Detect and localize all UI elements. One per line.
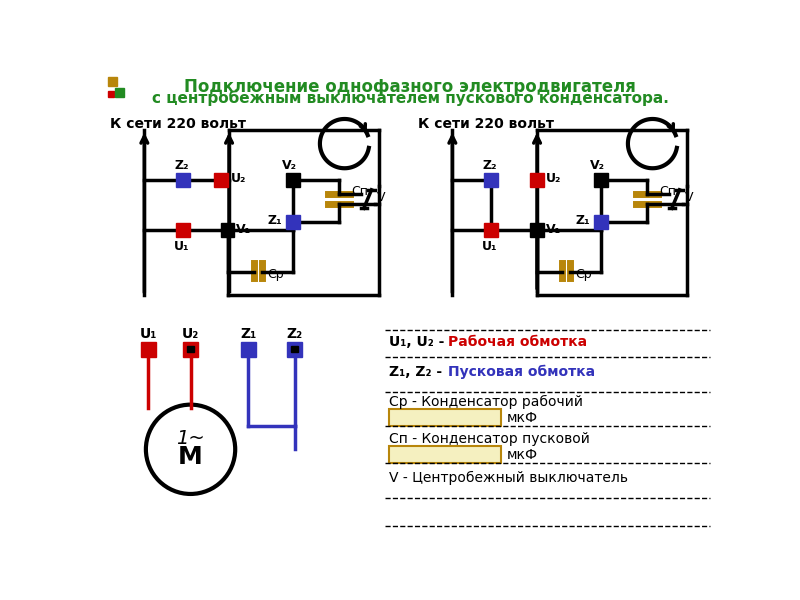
Text: К сети 220 вольт: К сети 220 вольт <box>110 116 246 131</box>
Text: М: М <box>178 445 203 469</box>
Bar <box>241 341 256 357</box>
Text: U₁: U₁ <box>174 240 189 253</box>
Text: Подключение однофазного электродвигателя: Подключение однофазного электродвигателя <box>184 78 636 96</box>
Text: V₁: V₁ <box>236 223 251 236</box>
Text: U₁: U₁ <box>482 240 497 253</box>
Text: Cр: Cр <box>575 268 592 281</box>
Bar <box>484 223 498 237</box>
Text: Пусковая обмотка: Пусковая обмотка <box>449 365 596 379</box>
Text: V₁: V₁ <box>546 223 561 236</box>
Text: U₁, U₂ -: U₁, U₂ - <box>390 335 450 349</box>
Text: 1~: 1~ <box>176 429 205 448</box>
Text: Cр: Cр <box>267 268 284 281</box>
Bar <box>115 88 124 97</box>
Text: Cп - Конденсатор пусковой: Cп - Конденсатор пусковой <box>390 431 590 446</box>
Text: Cп: Cп <box>659 185 677 198</box>
Bar <box>221 223 234 237</box>
Text: U₂: U₂ <box>182 328 199 341</box>
Text: Cр - Конденсатор рабочий: Cр - Конденсатор рабочий <box>390 395 583 409</box>
Text: мкФ: мкФ <box>507 448 538 463</box>
Text: V - Центробежный выключатель: V - Центробежный выключатель <box>390 471 628 485</box>
Bar <box>108 91 114 97</box>
Text: U₂: U₂ <box>230 172 246 185</box>
Bar <box>176 223 190 237</box>
Text: U₁: U₁ <box>139 328 157 341</box>
Text: К сети 220 вольт: К сети 220 вольт <box>418 116 554 131</box>
Bar <box>291 346 298 352</box>
Text: Z₁: Z₁ <box>267 214 282 227</box>
Bar <box>484 173 498 187</box>
Text: V₂: V₂ <box>590 159 605 172</box>
Bar <box>183 341 198 357</box>
Bar <box>390 409 501 426</box>
Text: мкФ: мкФ <box>507 412 538 425</box>
Bar <box>286 215 300 229</box>
Text: Z₁: Z₁ <box>575 214 590 227</box>
Bar <box>530 173 544 187</box>
Bar <box>530 223 544 237</box>
Bar <box>214 173 228 187</box>
Bar <box>287 341 302 357</box>
Bar <box>594 173 608 187</box>
Bar <box>286 173 300 187</box>
Text: с центробежным выключателем пускового конденсатора.: с центробежным выключателем пускового ко… <box>151 91 669 106</box>
Text: U₂: U₂ <box>546 172 562 185</box>
Text: Z₂: Z₂ <box>482 159 497 172</box>
Text: Рабочая обмотка: Рабочая обмотка <box>449 335 588 349</box>
Text: Z₂: Z₂ <box>286 328 302 341</box>
Text: Z₁: Z₁ <box>240 328 257 341</box>
Bar <box>187 346 194 352</box>
Bar <box>594 215 608 229</box>
Text: V: V <box>377 191 386 203</box>
Bar <box>141 341 156 357</box>
Bar <box>390 446 501 463</box>
Text: Z₁, Z₂ -: Z₁, Z₂ - <box>390 365 447 379</box>
Text: Z₂: Z₂ <box>174 159 189 172</box>
Bar <box>108 77 118 86</box>
Text: Cп: Cп <box>351 185 369 198</box>
Text: V: V <box>685 191 694 203</box>
Text: V₂: V₂ <box>282 159 297 172</box>
Bar <box>176 173 190 187</box>
